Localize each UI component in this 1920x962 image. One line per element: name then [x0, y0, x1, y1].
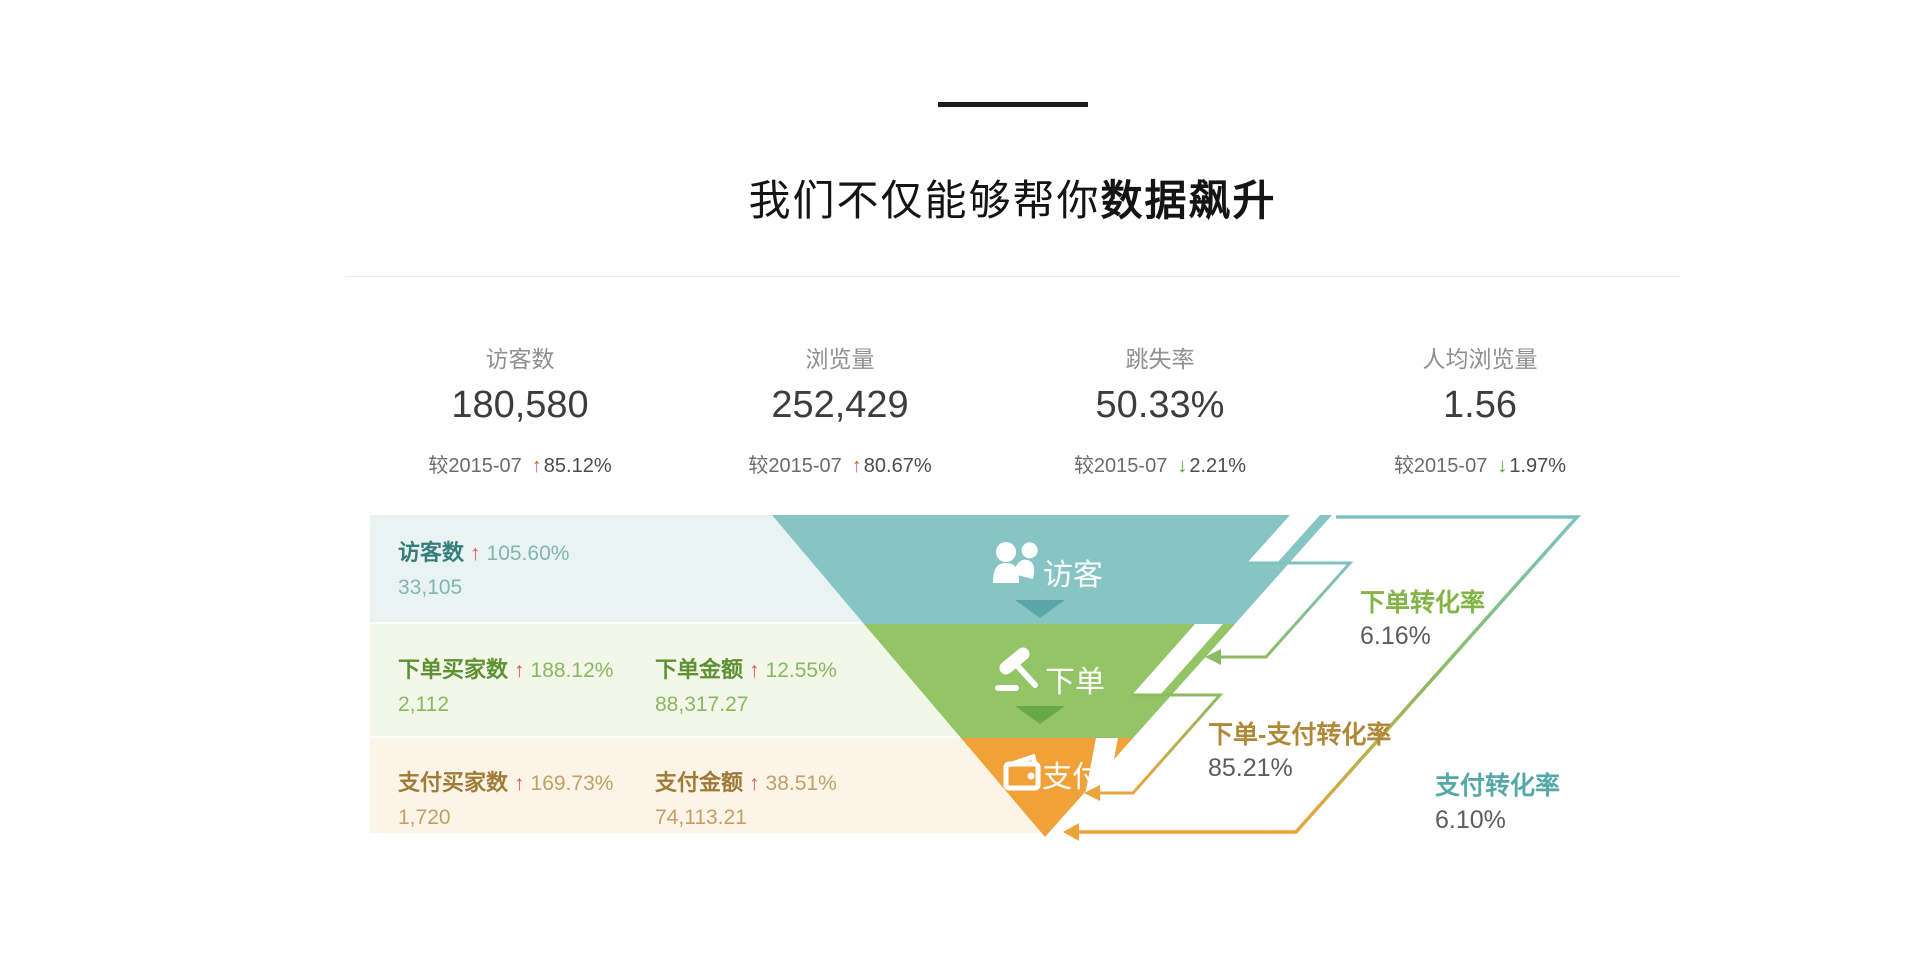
up-arrow-icon: ↑ — [470, 542, 481, 565]
funnel-chart: 访客 下单 支付 下 — [772, 515, 1581, 841]
page-title-bold: 数据飙升 — [1100, 177, 1277, 224]
conversion-label-order-payment: 下单-支付转化率 — [1208, 720, 1391, 749]
stage-label-visitors: 访客 — [1043, 559, 1103, 592]
page-title: 我们不仅能够帮你数据飙升 — [345, 167, 1680, 228]
stat-visitors: 访客数 180,580 较2015-07 ↑ 85.12% — [360, 340, 680, 478]
metric-label: 访客数 — [398, 540, 465, 565]
metric-change: 38.51% — [765, 772, 837, 795]
stat-compare: 较2015-07 ↑ 85.12% — [360, 449, 680, 478]
stat-change: 2.21% — [1189, 455, 1247, 477]
metric-label: 下单金额 — [655, 657, 744, 682]
stat-change: 85.12% — [543, 455, 612, 477]
title-divider — [937, 102, 1088, 107]
stat-compare: 较2015-07 ↑ 80.67% — [680, 449, 1000, 478]
chevron-down-icon — [1015, 706, 1065, 724]
conversion-bracket-payment — [1079, 515, 1581, 834]
metric-label: 支付金额 — [655, 770, 744, 795]
payment-wallet-icon — [1003, 753, 1041, 791]
conversion-value-order: 6.16% — [1360, 622, 1431, 650]
stat-label: 访客数 — [485, 346, 555, 372]
down-arrow-icon: ↓ — [1177, 455, 1188, 477]
conversion-value-payment: 6.10% — [1435, 806, 1506, 834]
stat-compare: 较2015-07 ↓ 2.21% — [1000, 449, 1320, 478]
stat-value: 180,580 — [451, 384, 589, 426]
metric-value: 2,112 — [398, 693, 449, 716]
stat-compare-prefix: 较2015-07 — [428, 455, 522, 477]
metric-payment-buyers: 支付买家数 ↑ 169.73% 1,720 — [398, 765, 613, 830]
funnel-layer-order — [864, 624, 1235, 738]
metric-label: 支付买家数 — [398, 770, 509, 795]
funnel-layer-visitors — [772, 515, 1332, 624]
stage-label-order: 下单 — [1045, 666, 1105, 699]
left-arrowhead-icon — [1205, 649, 1221, 665]
chevron-down-icon — [1015, 600, 1065, 618]
metric-value: 74,113.21 — [655, 806, 747, 829]
metric-change: 12.55% — [765, 659, 837, 682]
metric-change: 169.73% — [530, 772, 614, 795]
stat-value: 1.56 — [1443, 384, 1517, 426]
up-arrow-icon: ↑ — [514, 659, 525, 682]
metric-value: 33,105 — [398, 576, 463, 599]
conversion-bracket-order-payment — [1100, 693, 1224, 795]
up-arrow-icon: ↑ — [749, 772, 760, 795]
stat-views-per-visitor: 人均浏览量 1.56 较2015-07 ↓ 1.97% — [1320, 340, 1640, 478]
metric-label: 下单买家数 — [398, 657, 509, 682]
funnel-section: 访客 下单 支付 下 — [370, 515, 1680, 865]
metric-value: 1,720 — [398, 806, 451, 829]
funnel-cut-2 — [1132, 624, 1223, 695]
funnel-cut-3 — [1078, 738, 1118, 832]
page-title-regular: 我们不仅能够帮你 — [748, 177, 1101, 224]
funnel-cut-1 — [1247, 515, 1320, 563]
down-arrow-icon: ↓ — [1497, 455, 1508, 477]
stat-pageviews: 浏览量 252,429 较2015-07 ↑ 80.67% — [680, 340, 1000, 478]
left-arrowhead-icon — [1084, 785, 1100, 801]
metric-visitors: 访客数 ↑ 105.60% 33,105 — [398, 535, 569, 600]
metric-change: 188.12% — [530, 659, 614, 682]
stat-label: 人均浏览量 — [1422, 346, 1538, 372]
up-arrow-icon: ↑ — [851, 455, 862, 477]
stat-label: 跳失率 — [1125, 346, 1195, 372]
stat-change: 1.97% — [1509, 455, 1567, 477]
summary-stats-row: 访客数 180,580 较2015-07 ↑ 85.12% 浏览量 252,429 … — [360, 340, 1640, 478]
conversion-label-order: 下单转化率 — [1360, 588, 1485, 617]
stat-bounce-rate: 跳失率 50.33% 较2015-07 ↓ 2.21% — [1000, 340, 1320, 478]
stat-value: 50.33% — [1095, 384, 1225, 426]
stat-compare-prefix: 较2015-07 — [1393, 455, 1488, 477]
stat-value: 252,429 — [771, 384, 909, 426]
visitors-icon — [993, 542, 1038, 583]
up-arrow-icon: ↑ — [531, 455, 542, 477]
funnel-layer-payment — [961, 738, 1133, 837]
metric-order-amount: 下单金额 ↑ 12.55% 88,317.27 — [655, 652, 837, 717]
conversion-label-payment: 支付转化率 — [1435, 771, 1560, 800]
stat-change: 80.67% — [863, 455, 932, 477]
header: 我们不仅能够帮你数据飙升 — [345, 0, 1680, 228]
metric-change: 105.60% — [486, 542, 570, 565]
left-arrowhead-icon — [1063, 823, 1079, 841]
stat-compare-prefix: 较2015-07 — [1073, 455, 1168, 477]
up-arrow-icon: ↑ — [749, 659, 760, 682]
up-arrow-icon: ↑ — [514, 772, 525, 795]
stat-compare: 较2015-07 ↓ 1.97% — [1320, 449, 1640, 478]
conversion-bracket-order — [1221, 561, 1354, 659]
order-gavel-icon — [995, 647, 1038, 691]
section-divider — [345, 276, 1680, 277]
stat-compare-prefix: 较2015-07 — [748, 455, 842, 477]
stage-label-payment: 支付 — [1042, 761, 1102, 794]
conversion-value-order-payment: 85.21% — [1208, 754, 1293, 782]
funnel-band-payment — [370, 738, 1046, 833]
stat-label: 浏览量 — [805, 346, 875, 372]
metric-order-buyers: 下单买家数 ↑ 188.12% 2,112 — [398, 652, 613, 717]
metric-value: 88,317.27 — [655, 693, 749, 716]
metric-payment-amount: 支付金额 ↑ 38.51% 74,113.21 — [655, 765, 837, 830]
